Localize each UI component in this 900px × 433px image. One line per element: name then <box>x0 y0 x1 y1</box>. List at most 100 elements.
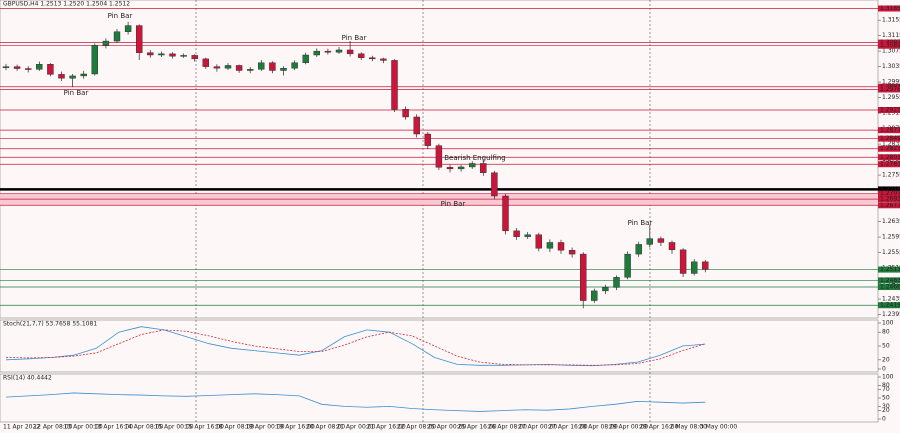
candle-body <box>269 62 276 71</box>
candle-body <box>380 58 387 61</box>
level-label-box <box>878 284 900 291</box>
x-tick-label: 14 Apr 08:00 <box>124 424 163 431</box>
x-tick-label: 27 Apr 16:00 <box>548 424 587 431</box>
candle-body <box>25 68 32 70</box>
level-label-box <box>878 39 900 46</box>
candle-body <box>446 167 454 170</box>
level-label: 1.3097 <box>880 39 900 46</box>
x-tick-label: 3 May 00:00 <box>700 424 738 431</box>
y-tick-label: 1.2955 <box>882 94 900 101</box>
x-tick-label: 28 Apr 08:00 <box>579 424 618 431</box>
candle-body <box>335 49 343 53</box>
indicator-tick-label: 30 <box>882 403 890 410</box>
x-tick-label: 29 Apr 00:00 <box>609 424 648 431</box>
level-label: 1.2707 <box>880 190 900 197</box>
annotation: Pin Bar <box>108 12 133 20</box>
zone <box>0 193 878 206</box>
candle-body <box>369 57 376 60</box>
candle-body <box>147 52 154 56</box>
candle-body <box>47 64 54 75</box>
candle-body <box>469 163 476 168</box>
candle-body <box>213 66 221 69</box>
annotation: Pin Bar <box>342 34 367 42</box>
x-tick-label: 29 Apr 16:00 <box>639 424 678 431</box>
x-tick-label: 21 Apr 16:00 <box>367 424 406 431</box>
level-label-box <box>878 302 900 309</box>
level-label: 1.3089 <box>880 42 900 49</box>
candle-body <box>191 55 198 60</box>
candle-body <box>402 109 409 118</box>
level-label-box <box>878 42 900 49</box>
x-tick-label: 20 Apr 08:00 <box>306 424 345 431</box>
indicator-tick-label: 0 <box>882 366 886 373</box>
x-tick-label: 22 Apr 08:00 <box>397 424 436 431</box>
candle-body <box>102 40 110 46</box>
level-label: 1.2871 <box>880 127 900 134</box>
candle-body <box>180 55 187 57</box>
candle-body <box>524 234 531 237</box>
x-tick-label: 18 Apr 08:00 <box>215 424 254 431</box>
candle-body <box>702 261 709 270</box>
indicator-line <box>5 329 706 366</box>
indicator-tick-label: 80 <box>882 382 890 389</box>
indicator-tick-label: 50 <box>882 395 890 402</box>
level-label: 1.2511 <box>880 266 900 273</box>
y-tick-label: 1.2435 <box>882 296 900 303</box>
level-label: 1.2718 <box>880 186 900 193</box>
candle-body <box>280 67 287 71</box>
level-label: 1.2783 <box>880 161 900 168</box>
x-tick-label: 15 Apr 00:00 <box>155 424 194 431</box>
indicator-tick-label: 100 <box>882 320 894 327</box>
annotation: Pin Bar <box>64 89 89 97</box>
x-tick-label: 25 Apr 00:00 <box>427 424 466 431</box>
x-tick-label: 21 Apr 00:00 <box>336 424 375 431</box>
indicator-tick-label: 50 <box>882 343 890 350</box>
candle-body <box>391 60 398 110</box>
candle-body <box>546 242 554 249</box>
x-tick-label: 13 Apr 00:00 <box>64 424 103 431</box>
level-label: 1.2849 <box>880 135 900 142</box>
candle-body <box>2 66 10 68</box>
x-tick-label: 25 Apr 16:00 <box>458 424 497 431</box>
x-tick-label: 11 Apr 2022 <box>3 424 40 431</box>
rsi-title: RSI(14) 40.4442 <box>3 375 52 382</box>
annotation: Pin Bar <box>441 200 466 208</box>
level-label: 1.2483 <box>880 277 900 284</box>
level-label: 1.2923 <box>880 107 900 114</box>
level-label-box <box>878 107 900 114</box>
candle-body <box>580 253 587 301</box>
level-label: 1.3185 <box>880 5 900 12</box>
y-tick-label: 1.2395 <box>882 311 900 318</box>
candle-body <box>58 74 65 79</box>
candle-body <box>535 234 542 249</box>
y-tick-label: 1.2915 <box>882 110 900 117</box>
candle-body <box>646 238 653 245</box>
level-label-box <box>878 161 900 168</box>
level-label-box <box>878 190 900 197</box>
x-tick-label: 19 Apr 00:00 <box>245 424 284 431</box>
y-tick-label: 1.3075 <box>882 48 900 55</box>
candle-body <box>613 277 620 288</box>
level-label-box <box>878 86 900 93</box>
level-label: 1.2693 <box>880 196 900 203</box>
y-tick-label: 1.2835 <box>882 141 900 148</box>
y-tick-label: 1.3115 <box>882 32 900 39</box>
indicator-tick-label: 100 <box>882 374 894 381</box>
candle-body <box>324 50 332 53</box>
candle-body <box>124 25 132 32</box>
y-tick-label: 1.2755 <box>882 172 900 179</box>
level-label: 1.2976 <box>880 86 900 93</box>
x-tick-label: 15 Apr 16:00 <box>185 424 224 431</box>
x-tick-label: 2 May 08:00 <box>670 424 708 431</box>
level-label-box <box>878 154 900 161</box>
candle-body <box>302 54 309 63</box>
chart-title: GBPUSD,H4 1.2513 1.2520 1.2504 1.2512 <box>3 1 130 8</box>
level-label-box <box>878 127 900 134</box>
x-tick-label: 12 Apr 08:00 <box>33 424 72 431</box>
candle-body <box>358 53 365 58</box>
candle-body <box>691 261 698 274</box>
level-label-box <box>878 186 900 193</box>
candle-body <box>69 75 76 79</box>
